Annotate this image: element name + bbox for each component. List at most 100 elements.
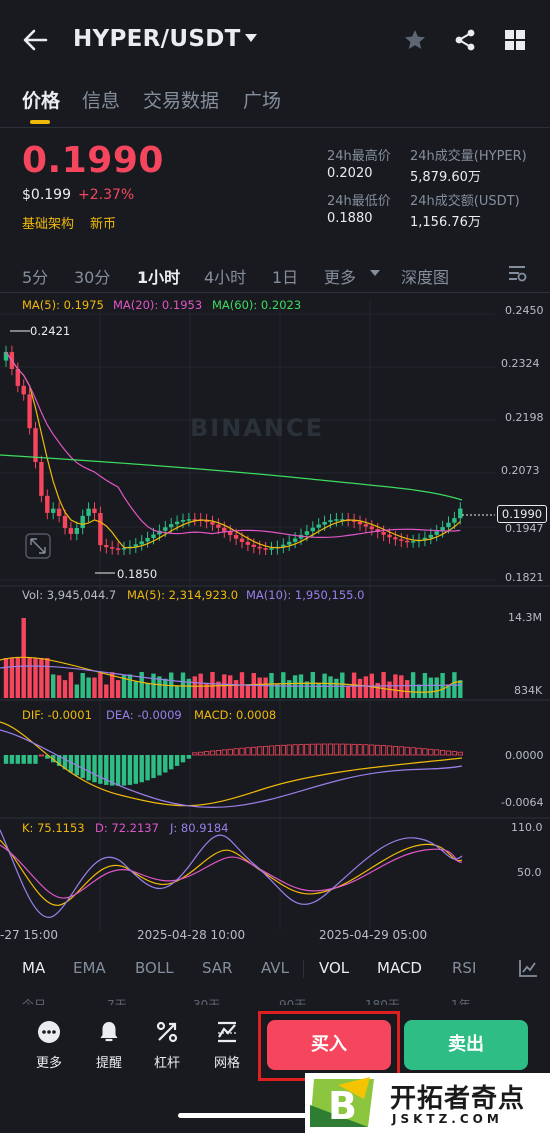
back-arrow-icon[interactable]: [22, 28, 48, 52]
indicator-ema[interactable]: EMA: [73, 959, 106, 977]
trading-pair-title[interactable]: HYPER/USDT: [73, 26, 241, 52]
alert-tool[interactable]: 提醒: [84, 1020, 134, 1071]
tab-square[interactable]: 广场: [243, 90, 282, 112]
share-icon[interactable]: [453, 28, 477, 52]
macd-histogram-bar: [333, 743, 340, 756]
tab-info[interactable]: 信息: [82, 90, 121, 112]
kline-chart[interactable]: [0, 290, 550, 950]
volume-bar: [405, 680, 410, 698]
volume-bar: [328, 676, 333, 698]
macd-histogram-bar: [68, 755, 74, 773]
percent-icon: [156, 1021, 178, 1043]
macd-histogram-bar: [239, 747, 245, 756]
interval-4h[interactable]: 4小时: [204, 268, 247, 287]
price-change-percent: +2.37%: [78, 187, 135, 203]
time-axis-label: 2025-04-29 05:00: [319, 928, 428, 942]
interval-1h[interactable]: 1小时: [137, 268, 181, 287]
candle-body: [92, 508, 97, 513]
indicator-ma[interactable]: MA: [22, 959, 46, 977]
volume-bar: [446, 684, 451, 698]
candle-body: [21, 385, 26, 395]
tag-infrastructure[interactable]: 基础架构: [22, 217, 75, 232]
volume-bar: [45, 658, 50, 698]
macd-histogram-bar: [439, 750, 446, 756]
indicator-macd[interactable]: MACD: [377, 959, 422, 977]
interval-30m[interactable]: 30分: [74, 268, 111, 287]
candle-body: [387, 534, 392, 538]
volume-bar: [245, 684, 251, 698]
candle-body: [3, 352, 9, 361]
fullscreen-icon-arrows: [30, 538, 46, 554]
home-indicator[interactable]: [178, 1113, 312, 1118]
volume-bar: [74, 684, 79, 698]
tab-trading-data[interactable]: 交易数据: [143, 90, 220, 112]
macd-histogram-bar: [80, 755, 85, 779]
ma5-legend: MA(5): 0.1975: [22, 298, 104, 312]
price-axis-label: 0.1947: [505, 522, 544, 535]
macd-histogram-bar: [292, 744, 298, 756]
macd-histogram-bar: [157, 755, 162, 776]
grid-trading-tool[interactable]: 网格: [202, 1020, 252, 1071]
volume-legend: Vol: 3,945,044.7: [22, 588, 117, 602]
interval-5m[interactable]: 5分: [22, 268, 49, 287]
grid-bot-icon: [218, 1021, 236, 1043]
grid-layout-icon[interactable]: [503, 28, 527, 52]
macd-histogram-bar: [251, 746, 257, 756]
indicator-settings-icon[interactable]: [518, 959, 538, 977]
indicator-boll[interactable]: BOLL: [135, 959, 174, 977]
volume-bar: [15, 658, 20, 698]
candle-body: [115, 548, 121, 550]
macd-histogram-bar: [169, 755, 174, 770]
tag-new-coin[interactable]: 新币: [90, 217, 117, 232]
depth-chart-tab[interactable]: 深度图: [401, 268, 450, 287]
low-24h-label: 24h最低价: [327, 194, 391, 209]
candle-body: [27, 394, 32, 429]
favorite-star-icon[interactable]: [403, 28, 427, 52]
candle-body: [139, 541, 144, 545]
price-axis-label: 0.2073: [501, 464, 540, 477]
macd-histogram-bar: [203, 751, 210, 756]
candle-body: [233, 535, 239, 539]
volume-bar: [9, 658, 15, 698]
candle-body: [340, 519, 345, 521]
buy-button[interactable]: 买入: [267, 1020, 391, 1070]
indicator-rsi[interactable]: RSI: [452, 959, 477, 977]
more-tool[interactable]: 更多: [24, 1020, 74, 1071]
interval-more[interactable]: 更多: [324, 268, 357, 287]
macd-histogram-bar: [198, 751, 204, 756]
volume-quote-label: 24h成交额(USDT): [410, 194, 520, 209]
candle-body: [304, 531, 310, 535]
active-tab-indicator: [30, 120, 50, 124]
pair-dropdown-icon[interactable]: [245, 34, 257, 42]
margin-tool[interactable]: 杠杆: [142, 1020, 192, 1071]
macd-dif-line: [0, 721, 463, 807]
site-watermark-domain: JSKTZ.COM: [392, 1112, 503, 1126]
macd-histogram-bar: [38, 754, 45, 757]
indicator-vol[interactable]: VOL: [319, 959, 350, 977]
volume-ma10-legend: MA(10): 1,950,155.0: [246, 588, 365, 602]
candle-body: [51, 508, 56, 513]
candle-body: [428, 534, 433, 538]
volume-bar: [68, 672, 74, 698]
ma20-line: [5, 351, 461, 538]
indicator-avl[interactable]: AVL: [261, 959, 289, 977]
volume-bar: [416, 684, 422, 698]
margin-tool-label: 杠杆: [153, 1056, 180, 1071]
macd-histogram-bar: [392, 745, 399, 756]
interval-1d[interactable]: 1日: [272, 268, 299, 287]
candle-body: [56, 508, 62, 516]
macd-histogram-bar: [345, 743, 351, 756]
tab-price[interactable]: 价格: [22, 90, 61, 112]
sell-button[interactable]: 卖出: [404, 1020, 528, 1070]
volume-bar: [257, 677, 262, 698]
volume-bar: [434, 677, 439, 698]
chart-settings-icon[interactable]: [507, 264, 527, 282]
candle-body: [228, 531, 233, 536]
indicator-sar[interactable]: SAR: [202, 959, 233, 977]
macd-histogram-bar: [274, 745, 281, 756]
macd-histogram-bar: [298, 744, 304, 756]
ma5-line: [5, 351, 461, 549]
macd-histogram-bar: [233, 748, 239, 756]
macd-histogram-bar: [434, 749, 440, 756]
volume-bar: [151, 673, 156, 698]
